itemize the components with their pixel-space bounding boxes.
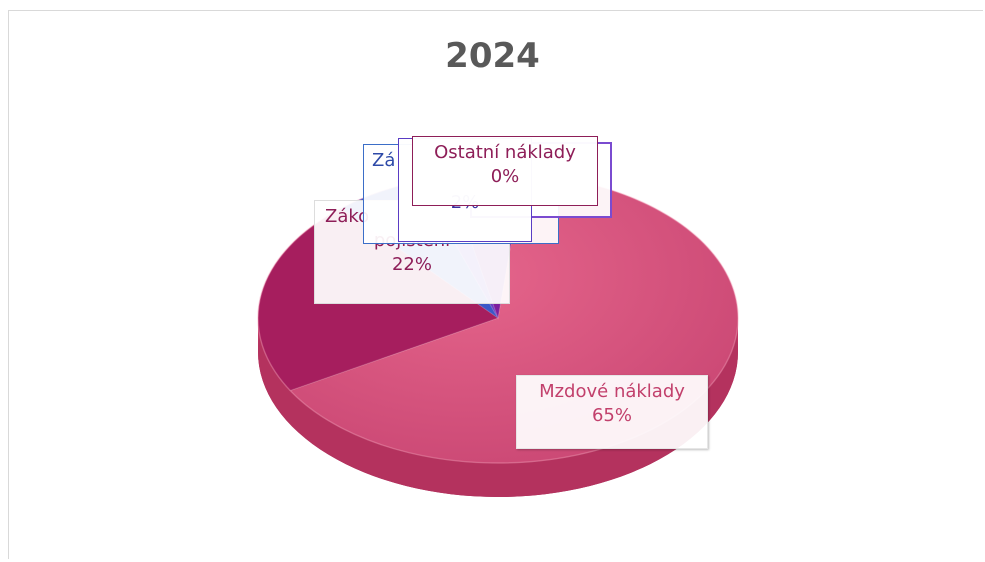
label-mzdove-percent: 65% (591, 405, 632, 426)
chart-title: 2024 (445, 36, 540, 76)
label-zakonne-name-partial: Záko (325, 206, 370, 227)
label-mzdove-name: Mzdové náklady (539, 381, 685, 402)
label-mzdove-naklady: Mzdové náklady 65% (516, 375, 708, 449)
chart-frame (8, 10, 983, 559)
label-ostatni-name: Ostatní náklady (434, 142, 576, 163)
label-za-partial: Zá (372, 150, 396, 171)
label-zakonne-percent: 22% (391, 254, 432, 275)
label-ostatni-naklady: Ostatní náklady 0% (412, 136, 598, 206)
label-ostatni-percent: 0% (490, 166, 520, 187)
